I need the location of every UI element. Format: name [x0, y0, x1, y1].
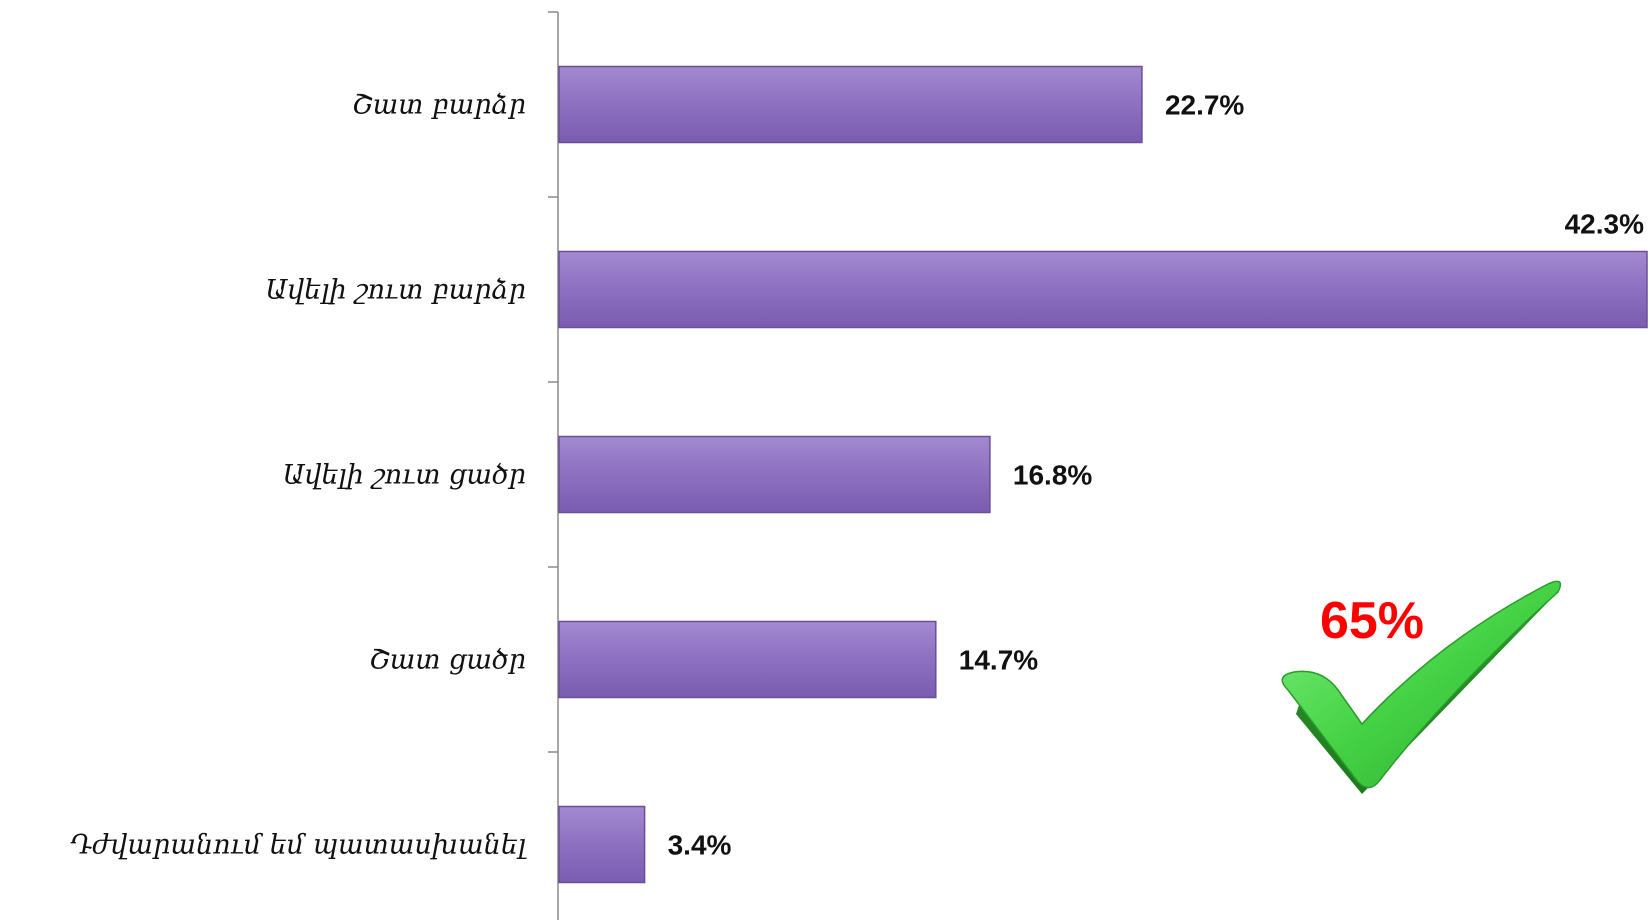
callout-percentage: 65% [1320, 592, 1424, 650]
value-label: 22.7% [1165, 90, 1244, 121]
bars [558, 65, 1648, 884]
bar [558, 435, 991, 514]
value-label: 14.7% [959, 645, 1038, 676]
bar [558, 805, 646, 884]
category-label: Ավելի շուտ ցածր [283, 460, 526, 491]
check-mark-shape [1281, 580, 1562, 789]
bar [558, 620, 937, 699]
value-label: 3.4% [668, 830, 732, 861]
category-label: Շատ բարձր [352, 90, 526, 121]
y-axis [548, 11, 559, 920]
check-mark-icon [1281, 580, 1562, 794]
category-label: Շատ ցածր [369, 645, 526, 676]
category-label: Ավելի շուտ բարձր [265, 275, 526, 306]
value-labels: 22.7% 42.3% 16.8% 14.7% 3.4% [668, 90, 1644, 861]
bar [558, 65, 1143, 144]
value-label: 42.3% [1565, 209, 1644, 240]
value-label: 16.8% [1013, 460, 1092, 491]
category-labels: Շատ բարձր Ավելի շուտ բարձր Ավելի շուտ ցածր… [70, 90, 527, 861]
bar [558, 250, 1648, 329]
category-label: Դժվարանում եմ պատասխանել [70, 830, 527, 861]
